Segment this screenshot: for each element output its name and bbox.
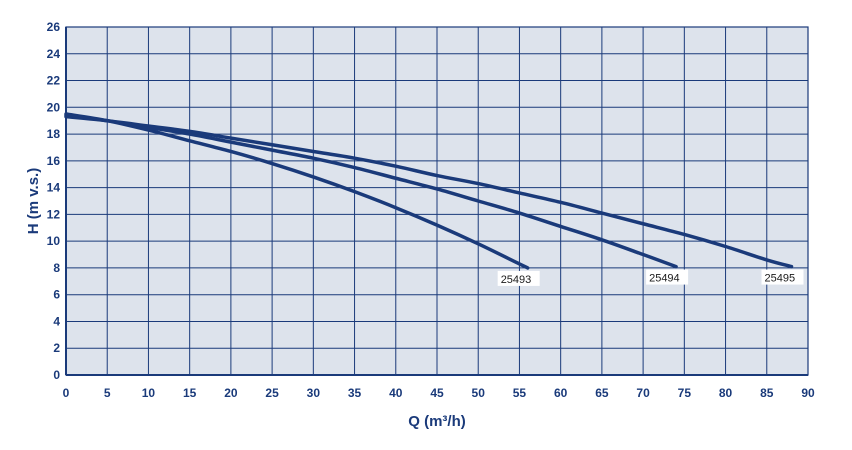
y-tick-label: 18 [47, 127, 61, 141]
y-tick-label: 24 [47, 47, 61, 61]
y-tick-label: 8 [53, 261, 60, 275]
y-tick-label: 10 [47, 234, 61, 248]
x-tick-label: 5 [104, 386, 111, 400]
series-lines [64, 112, 794, 270]
x-tick-label: 0 [63, 386, 70, 400]
y-axis-title: H (m v.s.) [25, 168, 42, 234]
x-tick-label: 75 [678, 386, 692, 400]
series-line-25493 [64, 112, 530, 270]
y-tick-label: 0 [53, 368, 60, 382]
x-tick-label: 55 [513, 386, 527, 400]
series-label-25495: 25495 [765, 273, 796, 285]
x-tick-label: 60 [554, 386, 568, 400]
x-tick-label: 85 [760, 386, 774, 400]
x-tick-label: 20 [224, 386, 238, 400]
x-tick-label: 65 [595, 386, 609, 400]
x-tick-label: 40 [389, 386, 403, 400]
x-tick-label: 25 [265, 386, 279, 400]
y-tick-label: 16 [47, 154, 61, 168]
series-labels: 25493 25494 25495 [497, 269, 804, 286]
y-tick-label: 26 [47, 20, 61, 34]
series-label-box [497, 270, 540, 286]
series-line-25494 [64, 113, 678, 269]
x-tick-labels: 0 5 10 15 20 25 30 35 40 45 50 55 60 65 70 75 80 85 90 [63, 386, 815, 400]
y-tick-label: 20 [47, 100, 61, 114]
series-line-25495 [64, 114, 794, 269]
series-label-box [646, 269, 689, 285]
x-axis-title: Q (m³/h) [408, 413, 466, 430]
x-tick-label: 35 [348, 386, 362, 400]
y-tick-label: 14 [47, 181, 61, 195]
y-tick-label: 6 [53, 288, 60, 302]
x-tick-label: 10 [142, 386, 156, 400]
series-label-box [761, 269, 804, 285]
x-tick-label: 90 [801, 386, 815, 400]
x-tick-label: 70 [636, 386, 650, 400]
x-tick-label: 50 [472, 386, 486, 400]
x-tick-label: 80 [719, 386, 733, 400]
x-tick-label: 15 [183, 386, 197, 400]
series-label-25493: 25493 [501, 274, 532, 286]
y-tick-label: 12 [47, 207, 61, 221]
y-tick-label: 4 [53, 314, 60, 328]
y-tick-label: 2 [53, 341, 60, 355]
grid [65, 26, 809, 376]
x-tick-label: 45 [430, 386, 444, 400]
x-tick-label: 30 [307, 386, 321, 400]
y-tick-label: 22 [47, 74, 61, 88]
series-label-25494: 25494 [649, 273, 680, 285]
